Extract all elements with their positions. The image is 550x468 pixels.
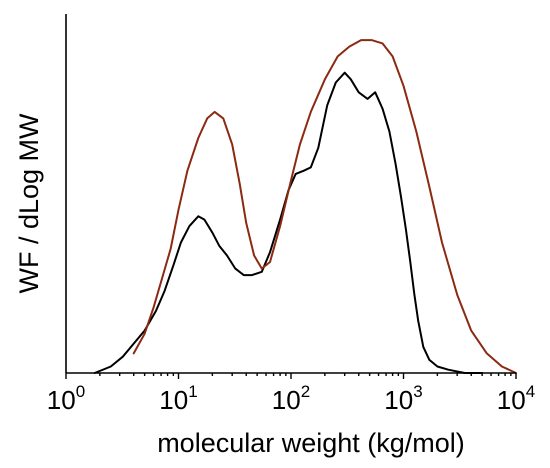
x-axis-label: molecular weight (kg/mol) — [157, 428, 465, 458]
x-axis-ticks: 100 101 102 103 104 — [47, 373, 535, 415]
series-line-1 — [132, 39, 517, 374]
x-tick-label-3: 103 — [384, 382, 422, 415]
plot-area — [93, 39, 517, 374]
x-tick-label-4: 104 — [497, 382, 535, 415]
y-axis-label: WF / dLog MW — [14, 113, 44, 294]
x-tick-label-0: 100 — [47, 382, 85, 415]
x-tick-label-2: 102 — [272, 382, 310, 415]
series-line-0 — [93, 71, 484, 374]
x-tick-label-1: 101 — [159, 382, 197, 415]
